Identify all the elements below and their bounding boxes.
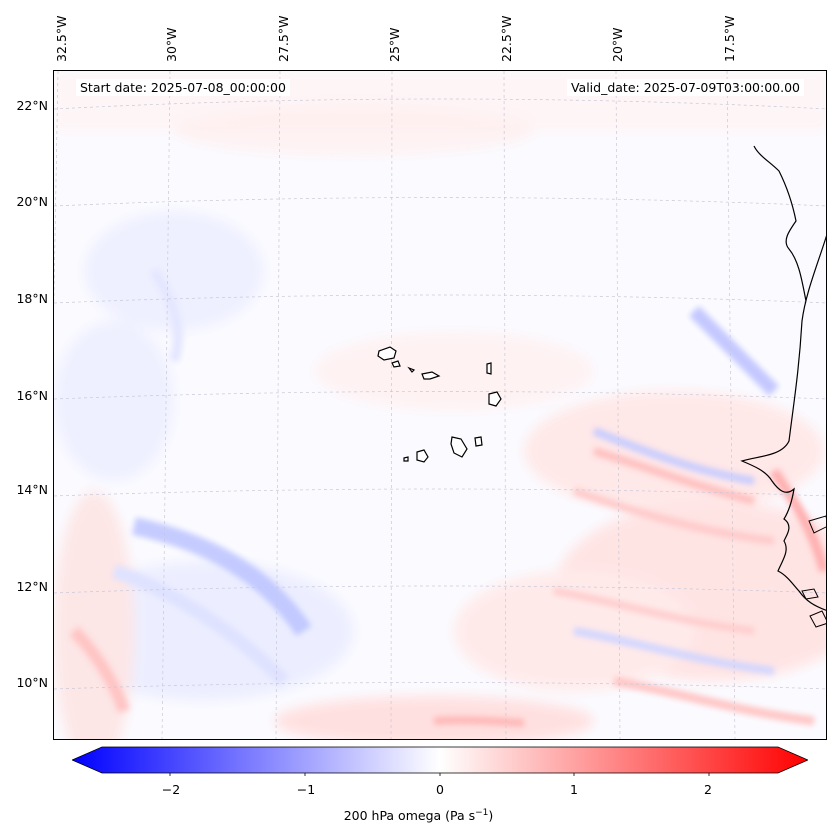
lon-label-27-5w: 27.5°W — [276, 15, 291, 62]
colorbar-tick-0: 0 — [436, 782, 444, 797]
start-date-label: Start date: 2025-07-08_00:00:00 — [76, 79, 290, 96]
colorbar-tick-1: 1 — [570, 782, 578, 797]
omega-field-map — [54, 71, 826, 739]
colorbar-tick-minus1: −1 — [296, 782, 316, 797]
lat-label-12n: 12°N — [16, 579, 48, 594]
coastal-islets — [801, 515, 826, 628]
colorbar-tick-minus2: −2 — [161, 782, 181, 797]
valid-date-label: Valid_date: 2025-07-09T03:00:00.00 — [566, 79, 804, 96]
lon-label-30w: 30°W — [164, 27, 179, 62]
colorbar-ticks — [169, 773, 710, 776]
omega-field-bands — [69, 268, 826, 727]
lat-label-18n: 18°N — [16, 291, 48, 306]
lat-label-20n: 20°N — [16, 194, 48, 209]
graticule — [54, 71, 826, 739]
colorbar — [72, 746, 808, 776]
africa-coast-north — [753, 145, 807, 302]
lon-label-22-5w: 22.5°W — [499, 15, 514, 62]
colorbar-label: 200 hPa omega (Pa s−1) — [0, 808, 837, 823]
lon-label-32-5w: 32.5°W — [54, 15, 69, 62]
lat-label-14n: 14°N — [16, 482, 48, 497]
lat-label-10n: 10°N — [16, 675, 48, 690]
colorbar-label-close: ) — [488, 808, 494, 824]
lon-label-17-5w: 17.5°W — [722, 15, 737, 62]
lon-label-20w: 20°W — [610, 27, 625, 62]
colorbar-label-main: 200 hPa omega (Pa s — [343, 808, 476, 824]
map-panel: Start date: 2025-07-08_00:00:00 Valid_da… — [53, 70, 827, 740]
lat-label-16n: 16°N — [16, 388, 48, 403]
colorbar-label-exponent: −1 — [475, 808, 489, 818]
lon-label-25w: 25°W — [387, 27, 402, 62]
cape-verde-islands — [377, 346, 502, 463]
africa-coastline — [740, 235, 826, 611]
colorbar-tick-2: 2 — [704, 782, 712, 797]
lat-label-22n: 22°N — [16, 98, 48, 113]
